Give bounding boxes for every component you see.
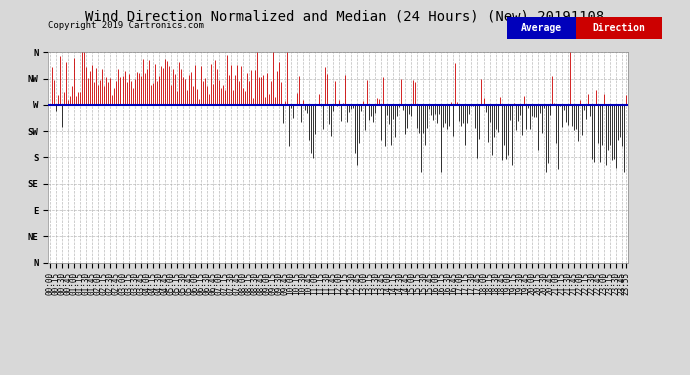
Text: Direction: Direction: [593, 23, 646, 33]
Text: Average: Average: [521, 23, 562, 33]
Text: Wind Direction Normalized and Median (24 Hours) (New) 20191108: Wind Direction Normalized and Median (24…: [86, 9, 604, 23]
Text: Copyright 2019 Cartronics.com: Copyright 2019 Cartronics.com: [48, 21, 204, 30]
